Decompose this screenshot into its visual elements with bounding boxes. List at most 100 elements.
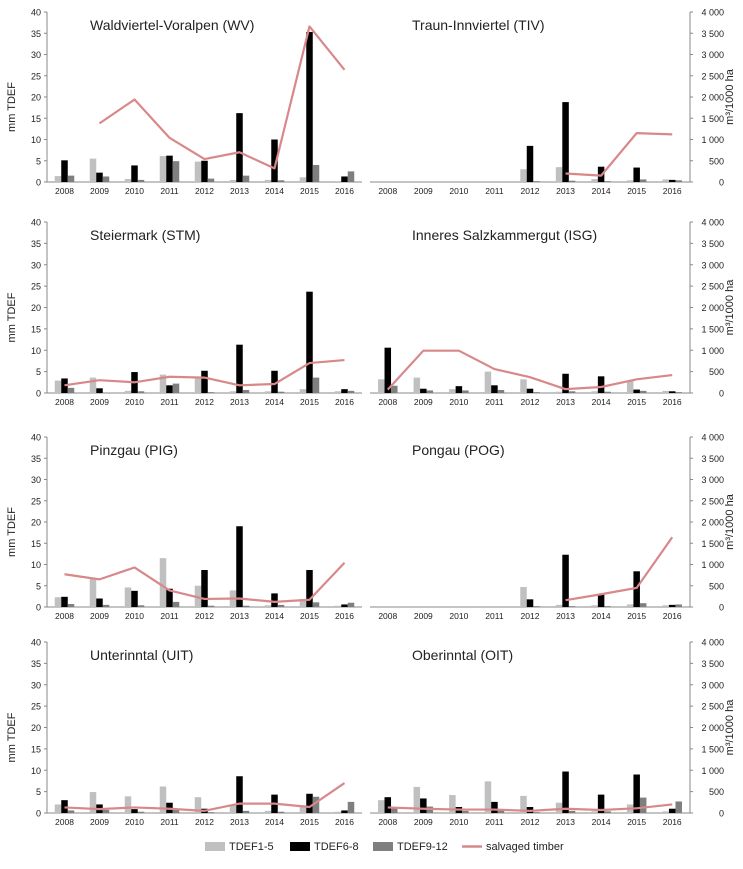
- y-tick-label: 25: [31, 282, 41, 292]
- x-tick-label: 2009: [414, 186, 433, 196]
- bar-tdef1-5-2016: [662, 179, 669, 182]
- panel-title: Pongau (POG): [412, 442, 505, 458]
- x-tick-label: 2016: [663, 397, 682, 407]
- x-tick-label: 2014: [265, 186, 284, 196]
- y-axis-label: mm TDEF: [6, 507, 18, 557]
- y-tick-label: 25: [31, 702, 41, 712]
- bar-tdef1-5-2014: [591, 391, 598, 393]
- bar-tdef9-12-2013: [569, 811, 576, 813]
- bar-tdef9-12-2010: [138, 391, 145, 393]
- bar-tdef1-5-2014: [591, 811, 598, 813]
- bar-tdef9-12-2015: [640, 798, 647, 813]
- bar-tdef6-8-2016: [669, 180, 676, 182]
- bar-tdef1-5-2016: [662, 811, 669, 813]
- bar-tdef9-12-2012: [208, 392, 215, 393]
- x-tick-label: 2011: [160, 611, 179, 621]
- y2-tick-label: 1 500: [701, 114, 724, 124]
- y-tick-label: 25: [31, 496, 41, 506]
- bar-tdef1-5-2015: [627, 381, 634, 393]
- bar-tdef9-12-2014: [278, 812, 285, 813]
- bar-tdef1-5-2013: [230, 180, 237, 182]
- x-tick-label: 2016: [663, 817, 682, 827]
- bar-tdef1-5-2012: [520, 587, 527, 607]
- x-tick-label: 2014: [592, 186, 611, 196]
- x-tick-label: 2014: [592, 817, 611, 827]
- x-tick-label: 2015: [627, 186, 646, 196]
- bar-tdef9-12-2013: [569, 391, 576, 393]
- y-tick-label: 30: [31, 680, 41, 690]
- y-tick-label: 20: [31, 303, 41, 313]
- y-tick-label: 0: [36, 178, 41, 188]
- salvaged-timber-line: [566, 537, 673, 600]
- y-tick-label: 5: [36, 156, 41, 166]
- panel-title: Inneres Salzkammergut (ISG): [412, 227, 597, 243]
- bar-tdef1-5-2009: [90, 579, 97, 607]
- bar-tdef1-5-2011: [160, 156, 167, 182]
- y-tick-label: 40: [31, 218, 41, 228]
- bar-tdef9-12-2011: [498, 390, 505, 393]
- bar-tdef6-8-2012: [527, 599, 534, 607]
- x-tick-label: 2014: [592, 397, 611, 407]
- bar-tdef1-5-2015: [627, 180, 634, 182]
- bar-tdef9-12-2016: [675, 180, 682, 182]
- x-tick-label: 2009: [414, 397, 433, 407]
- x-tick-label: 2009: [90, 817, 109, 827]
- y-tick-label: 10: [31, 766, 41, 776]
- bar-tdef6-8-2015: [306, 292, 313, 393]
- y-tick-label: 35: [31, 454, 41, 464]
- y-tick-label: 30: [31, 50, 41, 60]
- y2-tick-label: 2 500: [701, 71, 724, 81]
- x-tick-label: 2013: [230, 817, 249, 827]
- y-tick-label: 40: [31, 433, 41, 443]
- y2-tick-label: 3 000: [701, 260, 724, 270]
- y-tick-label: 15: [31, 744, 41, 754]
- y-tick-label: 10: [31, 346, 41, 356]
- bar-tdef6-8-2008: [385, 797, 392, 813]
- x-tick-label: 2015: [627, 817, 646, 827]
- y2-tick-label: 4 000: [701, 8, 724, 18]
- y-tick-label: 20: [31, 518, 41, 528]
- bar-tdef9-12-2014: [278, 392, 285, 393]
- bar-tdef1-5-2012: [195, 377, 202, 393]
- y2-tick-label: 4 000: [701, 638, 724, 648]
- y2-tick-label: 2 500: [701, 702, 724, 712]
- bar-tdef1-5-2012: [195, 162, 202, 182]
- y2-tick-label: 3 500: [701, 29, 724, 39]
- legend-swatch-tdef6: [290, 842, 310, 851]
- x-tick-label: 2008: [378, 397, 397, 407]
- y-tick-label: 30: [31, 475, 41, 485]
- y2-axis-label: m³/1000 ha: [724, 279, 736, 336]
- bar-tdef6-8-2009: [96, 388, 103, 393]
- x-tick-label: 2012: [195, 186, 214, 196]
- y2-tick-label: 4 000: [701, 433, 724, 443]
- bar-tdef1-5-2010: [125, 796, 132, 813]
- bar-tdef6-8-2009: [420, 798, 427, 813]
- y2-tick-label: 1 500: [701, 744, 724, 754]
- x-tick-label: 2013: [230, 611, 249, 621]
- bar-tdef6-8-2016: [341, 176, 348, 182]
- bar-tdef9-12-2011: [173, 810, 180, 813]
- x-tick-label: 2013: [556, 817, 575, 827]
- salvaged-timber-line: [566, 133, 673, 176]
- y2-tick-label: 500: [709, 787, 724, 797]
- bar-tdef9-12-2016: [348, 171, 355, 182]
- y2-tick-label: 1 500: [701, 539, 724, 549]
- y-tick-label: 15: [31, 114, 41, 124]
- y2-tick-label: 3 000: [701, 475, 724, 485]
- bar-tdef1-5-2014: [265, 605, 272, 607]
- y2-axis-label: m³/1000 ha: [724, 493, 736, 550]
- x-tick-label: 2015: [300, 397, 319, 407]
- bar-tdef6-8-2011: [166, 385, 173, 393]
- bar-tdef9-12-2010: [138, 180, 145, 182]
- y2-tick-label: 500: [709, 367, 724, 377]
- bar-tdef6-8-2009: [96, 599, 103, 608]
- y2-tick-label: 2 000: [701, 303, 724, 313]
- y-axis-label: mm TDEF: [6, 292, 18, 342]
- bar-tdef1-5-2011: [485, 781, 492, 813]
- bar-tdef6-8-2012: [527, 146, 534, 182]
- bar-tdef6-8-2016: [341, 389, 348, 393]
- bar-tdef9-12-2014: [604, 811, 611, 813]
